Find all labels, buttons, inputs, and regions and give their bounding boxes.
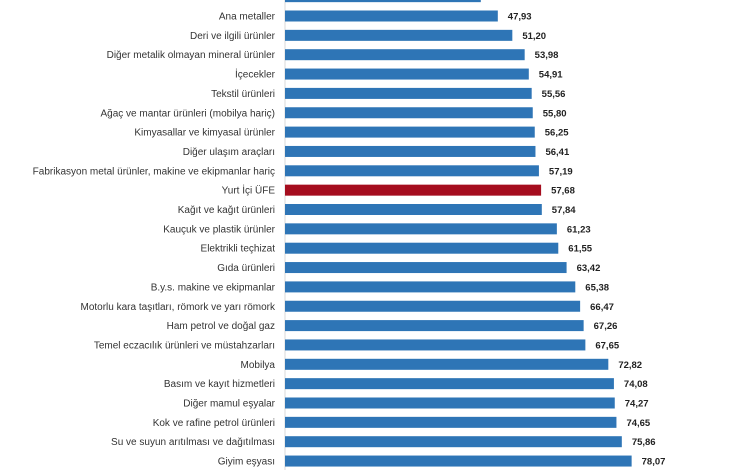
value-label: 53,98 bbox=[535, 50, 559, 61]
category-label: Deri ve ilgili ürünler bbox=[190, 31, 276, 42]
bar bbox=[285, 107, 533, 119]
value-label: 55,56 bbox=[542, 89, 566, 100]
bar bbox=[285, 68, 529, 80]
bar bbox=[285, 29, 513, 41]
value-label: 47,93 bbox=[508, 12, 532, 23]
bar bbox=[285, 339, 586, 351]
value-label: 66,47 bbox=[590, 302, 614, 313]
value-label: 67,65 bbox=[595, 340, 619, 351]
value-label: 56,41 bbox=[545, 147, 569, 158]
category-label: B.y.s. makine ve ekipmanlar bbox=[151, 282, 276, 293]
category-label: Diğer mamul eşyalar bbox=[183, 399, 275, 410]
value-label: 78,07 bbox=[642, 457, 666, 468]
bar bbox=[285, 300, 581, 312]
value-label: 67,26 bbox=[594, 321, 618, 332]
value-label: 57,68 bbox=[551, 186, 575, 197]
value-label: 61,23 bbox=[567, 224, 591, 235]
category-label: Ağaç ve mantar ürünleri (mobilya hariç) bbox=[100, 108, 275, 119]
bar bbox=[285, 87, 532, 99]
bar bbox=[285, 378, 614, 390]
bar bbox=[285, 126, 535, 138]
category-label: Diğer metalik olmayan mineral ürünler bbox=[107, 50, 276, 61]
category-label: Tekstil ürünleri bbox=[211, 89, 275, 100]
value-label: 74,27 bbox=[625, 399, 649, 410]
category-label: Gıda ürünleri bbox=[217, 263, 275, 274]
category-label: Giyim eşyası bbox=[218, 457, 275, 468]
category-label: Ham petrol ve doğal gaz bbox=[167, 321, 275, 332]
value-label: 57,84 bbox=[552, 205, 576, 216]
value-label: 55,80 bbox=[543, 108, 567, 119]
bar bbox=[285, 223, 557, 235]
category-label: Diğer ulaşım araçları bbox=[183, 147, 275, 158]
value-label: 65,38 bbox=[585, 282, 609, 293]
bar bbox=[285, 10, 498, 22]
value-label: 74,65 bbox=[626, 418, 650, 429]
category-label: Kauçuk ve plastik ürünler bbox=[163, 224, 275, 235]
bar bbox=[285, 262, 567, 274]
value-label: 57,19 bbox=[549, 166, 573, 177]
category-label: Temel eczacılık ürünleri ve müstahzarlar… bbox=[94, 340, 275, 351]
value-label: 54,91 bbox=[539, 70, 563, 81]
category-label: İçecekler bbox=[235, 68, 276, 81]
bar bbox=[285, 455, 632, 467]
bar bbox=[285, 281, 576, 293]
category-label: Motorlu kara taşıtları, römork ve yarı r… bbox=[81, 302, 276, 313]
category-label: Ana metaller bbox=[219, 12, 276, 23]
bar bbox=[285, 145, 536, 157]
value-label: 63,42 bbox=[577, 263, 601, 274]
bar bbox=[285, 49, 525, 61]
category-label: Basım ve kayıt hizmetleri bbox=[164, 379, 275, 390]
value-label: 72,82 bbox=[618, 360, 642, 371]
value-label: 75,86 bbox=[632, 437, 656, 448]
category-label: Yurt İçi ÜFE bbox=[222, 184, 276, 197]
category-label: Elektrikli teçhizat bbox=[201, 244, 276, 255]
bar bbox=[285, 436, 622, 448]
category-label: Fabrikasyon metal ürünler, makine ve eki… bbox=[33, 166, 275, 177]
category-label: Kimyasallar ve kimyasal ürünler bbox=[134, 128, 275, 139]
category-label: Su ve suyun arıtılması ve dağıtılması bbox=[111, 437, 275, 448]
bar bbox=[285, 165, 539, 177]
category-label: Mobilya bbox=[241, 360, 276, 371]
bar bbox=[285, 204, 542, 215]
bar-partial bbox=[285, 0, 481, 3]
bar bbox=[285, 397, 615, 409]
category-label: Kok ve rafine petrol ürünleri bbox=[153, 418, 275, 429]
value-label: 51,20 bbox=[522, 31, 546, 42]
bar bbox=[285, 416, 617, 428]
value-label: 61,55 bbox=[568, 244, 592, 255]
bar bbox=[285, 242, 559, 254]
value-label: 56,25 bbox=[545, 128, 569, 139]
value-label: 74,08 bbox=[624, 379, 648, 390]
bar-highlight bbox=[285, 184, 542, 196]
category-label: Kağıt ve kağıt ürünleri bbox=[178, 205, 275, 216]
bar bbox=[285, 358, 609, 370]
bar bbox=[285, 320, 584, 332]
